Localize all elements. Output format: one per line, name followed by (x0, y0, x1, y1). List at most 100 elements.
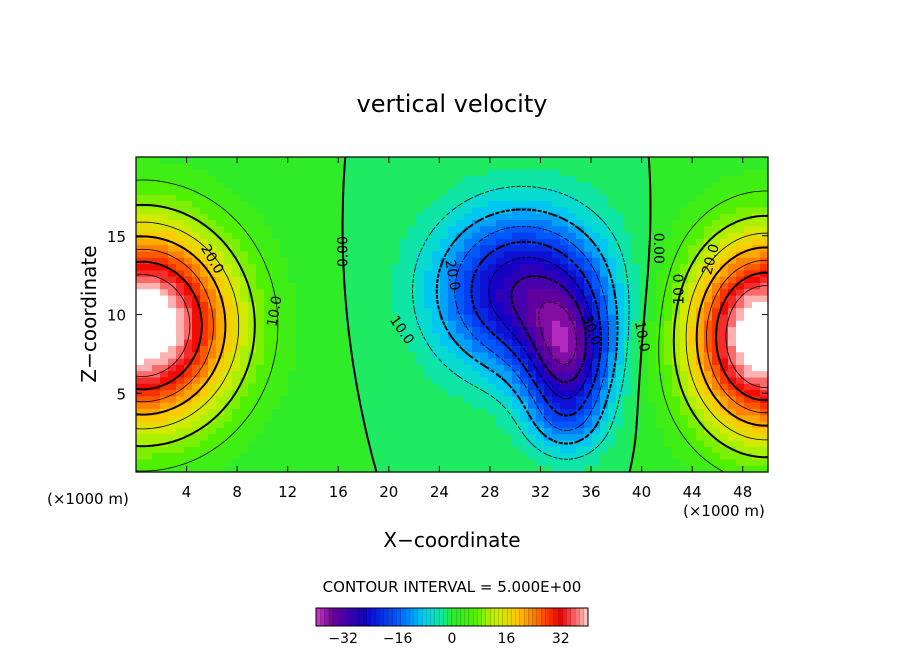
field-cell (464, 264, 473, 271)
field-cell (560, 453, 569, 460)
field-cell (256, 238, 265, 246)
field-cell (496, 402, 505, 410)
field-cell (352, 308, 361, 316)
field-cell (152, 245, 161, 253)
field-cell (152, 364, 161, 372)
field-cell (320, 238, 329, 246)
field-cell (680, 157, 689, 164)
field-cell (744, 314, 753, 322)
field-cell (536, 251, 545, 259)
field-cell (712, 201, 721, 208)
field-cell (552, 440, 561, 448)
field-cell (344, 396, 353, 404)
field-cell (552, 308, 561, 316)
field-cell (496, 358, 505, 366)
field-cell (728, 232, 737, 240)
field-cell (328, 415, 337, 423)
field-cell (264, 390, 273, 397)
contour-label: 10.0 (264, 295, 285, 328)
field-cell (336, 270, 345, 278)
field-cell (432, 220, 441, 227)
field-cell (744, 371, 753, 379)
field-cell (320, 308, 329, 316)
field-cell (176, 339, 185, 347)
field-cell (392, 434, 401, 442)
field-cell (528, 251, 537, 259)
field-cell (240, 320, 249, 328)
field-cell (160, 346, 169, 353)
field-cell (728, 301, 737, 309)
field-cell (624, 421, 633, 429)
field-cell (312, 352, 321, 360)
field-cell (712, 453, 721, 460)
field-cell (296, 459, 305, 467)
field-cell (392, 339, 401, 347)
field-cell (664, 409, 673, 416)
field-cell (504, 459, 513, 467)
field-cell (584, 220, 593, 227)
field-cell (160, 446, 169, 454)
field-cell (584, 453, 593, 460)
field-cell (520, 371, 529, 379)
field-cell (144, 226, 153, 234)
field-cell (520, 264, 529, 271)
field-cell (720, 289, 729, 297)
field-cell (424, 465, 433, 473)
field-cell (280, 434, 289, 442)
field-cell (232, 427, 241, 435)
field-cell (376, 453, 385, 460)
field-cell (176, 169, 185, 177)
field-cell (648, 364, 657, 372)
field-cell (704, 245, 713, 253)
field-cell (744, 352, 753, 360)
field-cell (552, 238, 561, 246)
field-cell (176, 188, 185, 196)
field-cell (544, 163, 553, 171)
field-cell (184, 188, 193, 196)
field-cell (624, 270, 633, 278)
field-cell (168, 163, 177, 171)
field-cell (152, 213, 161, 221)
field-cell (680, 427, 689, 435)
field-cell (328, 207, 337, 215)
field-cell (584, 182, 593, 190)
field-cell (312, 446, 321, 454)
field-cell (200, 446, 209, 454)
field-cell (208, 396, 217, 404)
field-cell (472, 320, 481, 328)
field-cell (344, 245, 353, 253)
field-cell (432, 213, 441, 221)
field-cell (640, 352, 649, 360)
field-cell (480, 257, 489, 265)
field-cell (512, 238, 521, 246)
field-cell (264, 264, 273, 271)
field-cell (608, 232, 617, 240)
field-cell (400, 276, 409, 284)
field-cell (736, 440, 745, 448)
field-cell (656, 264, 665, 271)
field-cell (576, 333, 585, 341)
field-cell (248, 352, 257, 360)
field-cell (440, 163, 449, 171)
field-cell (552, 383, 561, 391)
field-cell (752, 352, 761, 360)
field-cell (368, 333, 377, 341)
field-cell (200, 434, 209, 442)
field-cell (448, 207, 457, 215)
field-cell (704, 402, 713, 410)
field-cell (680, 327, 689, 334)
field-cell (224, 409, 233, 416)
field-cell (544, 175, 553, 183)
field-cell (136, 264, 145, 271)
colorbar-swatch (439, 608, 444, 626)
field-cell (704, 346, 713, 353)
field-cell (136, 194, 145, 202)
field-cell (336, 245, 345, 253)
field-cell (240, 188, 249, 196)
field-cell (536, 213, 545, 221)
field-cell (296, 276, 305, 284)
field-cell (440, 421, 449, 429)
field-cell (400, 320, 409, 328)
field-cell (440, 314, 449, 322)
field-cell (424, 257, 433, 265)
